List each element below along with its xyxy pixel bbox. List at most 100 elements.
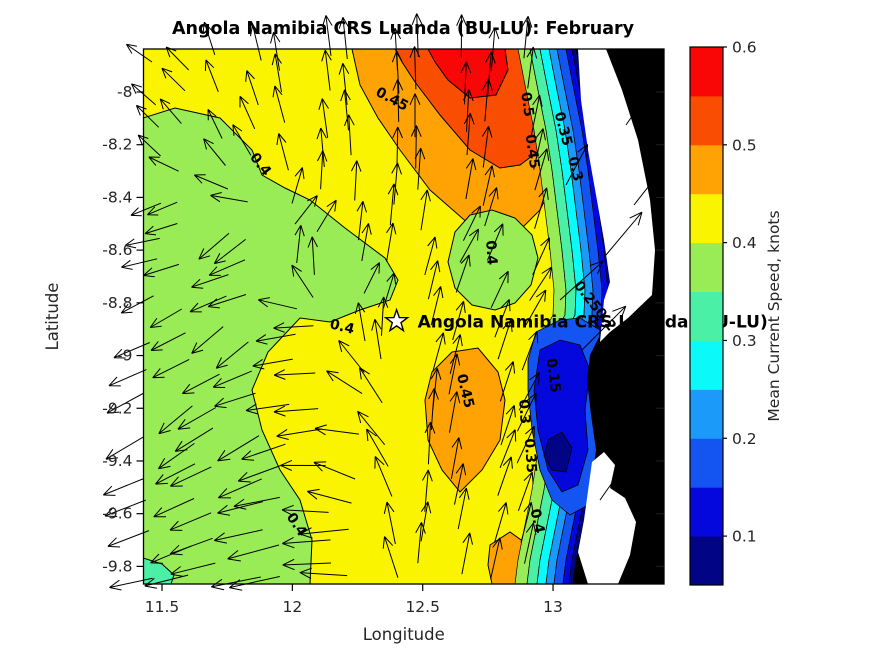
current-vector-arrow xyxy=(104,499,146,518)
current-vector-arrow xyxy=(516,425,535,464)
colorbar-unit-label: Mean Current Speed, knots xyxy=(765,210,783,421)
current-vector-arrow xyxy=(282,558,332,571)
current-vector-arrow xyxy=(255,333,296,345)
current-vector-arrow xyxy=(490,270,509,309)
current-vector-arrow xyxy=(595,405,632,446)
current-vector-arrow xyxy=(326,370,363,395)
current-vector-arrow xyxy=(169,512,212,531)
contour-label: 0.5 xyxy=(517,91,536,118)
current-vector-arrow xyxy=(338,340,365,373)
contour-label: 0.45 xyxy=(522,133,543,169)
colorbar-tick-label: 0.6 xyxy=(732,39,757,57)
current-vector-arrow xyxy=(317,150,328,190)
current-vector-arrow xyxy=(174,427,214,452)
current-vector-arrow xyxy=(215,341,249,369)
current-vector-arrow xyxy=(314,424,359,436)
current-vector-arrow xyxy=(534,148,550,191)
current-vector-arrow xyxy=(338,63,350,105)
current-vector-arrow xyxy=(605,211,643,256)
current-vector-arrow xyxy=(150,332,186,351)
current-vector-arrow xyxy=(490,537,503,579)
current-vector-arrow xyxy=(432,332,446,372)
current-vector-arrow xyxy=(207,109,223,139)
current-vector-arrow xyxy=(530,94,543,137)
y-axis-label: Latitude xyxy=(43,283,62,351)
current-vector-arrow xyxy=(281,504,329,517)
current-vector-arrow xyxy=(409,93,421,138)
current-vector-arrow xyxy=(461,532,473,575)
current-vector-arrow xyxy=(525,289,547,326)
current-vector-arrow xyxy=(182,373,220,395)
current-vector-arrow xyxy=(318,98,329,138)
current-vector-arrow xyxy=(524,522,537,564)
current-vector-arrow xyxy=(465,158,477,200)
current-vector-arrow xyxy=(482,78,493,122)
current-vector-arrow xyxy=(497,319,513,360)
current-vector-arrow xyxy=(521,330,539,371)
white-wedge-top xyxy=(578,49,655,342)
current-vector-arrow xyxy=(157,442,195,470)
colorbar-segment xyxy=(690,242,723,293)
colorbar-tick-label: 0.2 xyxy=(732,430,757,448)
current-vector-arrow xyxy=(212,370,252,388)
current-vector-arrow xyxy=(462,89,474,132)
current-vector-arrow xyxy=(159,98,182,124)
current-vector-arrow xyxy=(532,237,550,276)
current-vector-arrow xyxy=(257,297,298,310)
current-vector-arrow xyxy=(487,223,504,261)
current-vector-arrow xyxy=(633,168,663,206)
current-vector-arrow xyxy=(135,104,160,128)
current-vector-arrow xyxy=(214,392,256,409)
current-vector-arrow xyxy=(371,318,382,360)
contour-label: 0.35 xyxy=(521,438,539,474)
current-vector-arrow xyxy=(273,405,319,417)
current-vector-arrow xyxy=(414,147,426,190)
current-vector-arrow xyxy=(462,205,481,241)
current-vector-arrow xyxy=(217,478,262,499)
current-vector-arrow xyxy=(420,189,431,231)
x-tick-label: 11.5 xyxy=(145,598,180,616)
y-tick-label: -9 xyxy=(117,347,132,365)
current-vector-arrow xyxy=(300,527,349,539)
current-vector-arrow xyxy=(581,305,627,351)
current-vector-arrow xyxy=(227,544,280,562)
current-vector-arrow xyxy=(359,367,383,404)
colorbar-segment xyxy=(690,291,723,341)
current-vector-arrow xyxy=(354,302,366,342)
x-tick-label: 13 xyxy=(543,598,563,616)
colorbar-segment xyxy=(690,487,723,537)
current-vector-arrow xyxy=(452,300,466,341)
current-vector-arrow xyxy=(294,224,305,264)
current-vector-arrow xyxy=(239,95,256,130)
current-vector-arrow xyxy=(357,410,386,446)
current-vector-arrow xyxy=(410,125,422,169)
current-vector-arrow xyxy=(387,183,399,226)
current-vector-arrow xyxy=(306,488,352,504)
current-vector-arrow xyxy=(374,456,393,497)
y-tick-label: -9.4 xyxy=(102,452,132,470)
current-vector-arrow xyxy=(313,461,356,480)
site-label: Angola Namibia CRS Luanda (BU-LU) xyxy=(418,312,768,332)
colorbar-tick-label: 0.1 xyxy=(732,528,757,546)
current-vector-arrow xyxy=(291,167,305,204)
current-vector-arrow xyxy=(420,501,432,542)
current-vector-arrow xyxy=(463,112,475,156)
current-vector-arrow xyxy=(392,126,403,170)
contour-region-orange-ellipse-0.45-0.5 xyxy=(424,347,506,493)
current-vector-arrow xyxy=(344,114,355,156)
current-vector-arrow xyxy=(232,124,252,156)
current-vector-arrow xyxy=(276,133,289,171)
colorbar-segment xyxy=(690,47,723,97)
current-vector-arrow xyxy=(455,254,471,293)
current-vector-arrow xyxy=(299,567,348,579)
current-vector-arrow xyxy=(241,443,286,461)
current-vector-arrow xyxy=(409,46,421,90)
map-layers xyxy=(143,49,664,584)
current-vector-arrow xyxy=(149,308,183,328)
y-tick-label: -9.6 xyxy=(102,505,132,523)
y-tick-label: -9.2 xyxy=(102,399,132,417)
current-vector-arrow xyxy=(252,358,293,370)
current-vector-arrow xyxy=(449,334,463,374)
colorbar-segment xyxy=(690,193,723,244)
